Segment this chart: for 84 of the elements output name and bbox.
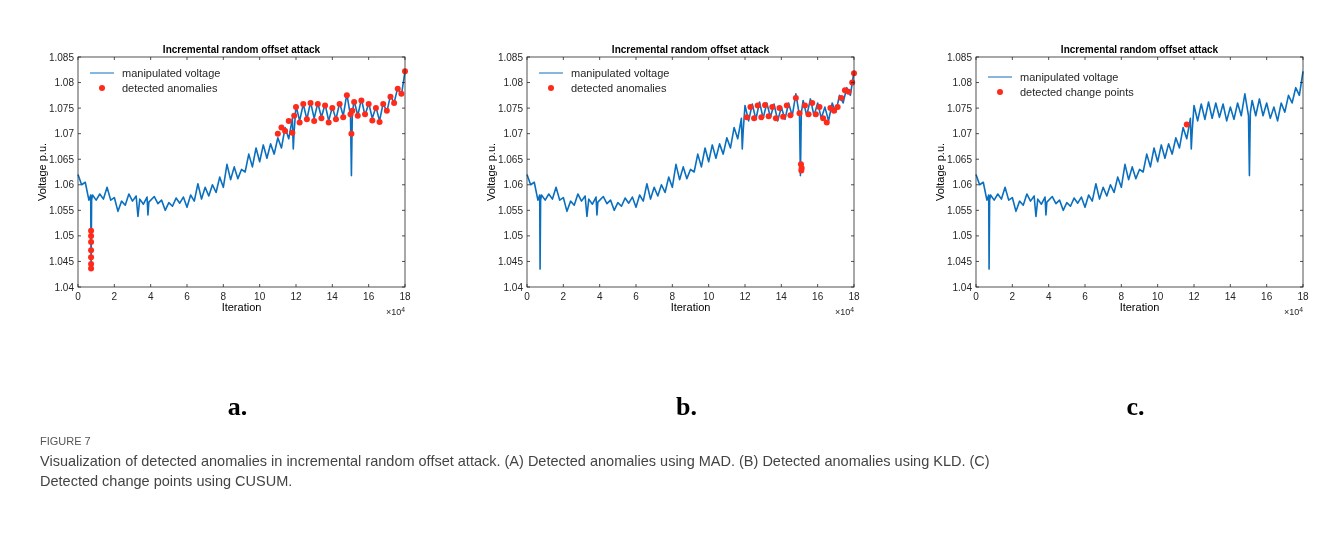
x-tick-label: 4: [1045, 291, 1052, 302]
y-axis-title: Voltage p.u.: [934, 142, 946, 202]
x-tick-label: 6: [633, 291, 640, 302]
y-tick-label: 1.06: [952, 179, 973, 191]
text: Detected change points using CUSUM.: [40, 473, 293, 489]
y-tick-label: 1.06: [54, 179, 75, 191]
chart-title: Incremental random offset attack: [611, 44, 770, 55]
y-tick-label: 1.085: [48, 51, 75, 63]
x-axis-title: Iteration: [670, 301, 711, 313]
y-tick-label: 1.085: [946, 51, 973, 63]
x-tick-label: 0: [75, 291, 82, 302]
y-tick-label: 1.065: [497, 153, 524, 165]
y-tick-label: 1.075: [497, 102, 524, 114]
x-tick-label: 16: [812, 291, 824, 302]
x-tick-label: 0: [973, 291, 980, 302]
text: b.: [676, 392, 697, 421]
y-tick-label: 1.045: [946, 255, 973, 267]
x-tick-label: 8: [220, 291, 227, 302]
x-tick-label: 10: [703, 291, 715, 302]
x-tick-label: 10: [1152, 291, 1164, 302]
x-tick-label: 6: [184, 291, 191, 302]
text: ×10$^{4}$: [385, 305, 406, 317]
y-axis-title: Voltage p.u.: [485, 142, 497, 202]
legend-label: detected anomalies: [122, 82, 218, 94]
y-tick-label: 1.05: [952, 230, 973, 242]
y-tick-label: 1.07: [952, 128, 973, 140]
x-axis-title: Iteration: [1119, 301, 1160, 313]
y-tick-label: 1.04: [54, 281, 75, 293]
y-tick-label: 1.08: [503, 77, 524, 89]
y-tick-label: 1.065: [48, 153, 75, 165]
x-tick-label: 4: [596, 291, 603, 302]
y-tick-label: 1.07: [503, 128, 524, 140]
x-tick-label: 8: [669, 291, 676, 302]
y-tick-label: 1.075: [48, 102, 75, 114]
x-tick-label: 6: [1082, 291, 1089, 302]
x-tick-label: 0: [524, 291, 531, 302]
y-axis-title: Voltage p.u.: [36, 142, 48, 202]
x-tick-label: 18: [399, 291, 411, 302]
text: ×10$^{4}$: [834, 305, 855, 317]
x-tick-label: 10: [254, 291, 266, 302]
x-tick-label: 18: [1297, 291, 1309, 302]
x-tick-label: 14: [326, 291, 339, 302]
chart-title: Incremental random offset attack: [1060, 44, 1219, 55]
x-tick-label: 2: [111, 291, 118, 302]
x-tick-label: 16: [1261, 291, 1273, 302]
x-tick-label: 12: [1188, 291, 1200, 302]
y-tick-label: 1.04: [503, 281, 524, 293]
y-tick-label: 1.055: [946, 204, 973, 216]
x-tick-label: 14: [775, 291, 788, 302]
caption: FIGURE 7: [40, 435, 91, 447]
y-tick-label: 1.08: [54, 77, 75, 89]
legend-label: manipulated voltage: [571, 67, 670, 79]
y-tick-label: 1.045: [48, 255, 75, 267]
text: ×10$^{4}$: [1283, 305, 1304, 317]
text: c.: [1126, 392, 1145, 421]
x-tick-label: 8: [1118, 291, 1125, 302]
x-tick-label: 2: [1009, 291, 1016, 302]
y-tick-label: 1.06: [503, 179, 524, 191]
y-tick-label: 1.05: [503, 230, 524, 242]
x-tick-label: 4: [147, 291, 154, 302]
y-tick-label: 1.04: [952, 281, 973, 293]
legend-label: manipulated voltage: [1020, 71, 1119, 83]
y-tick-label: 1.08: [952, 77, 973, 89]
text: Visualization of detected anomalies in incremental random offset attack. (A) Detected anomalies using MAD. (B) Detected anomalies using KLD. (C): [40, 453, 990, 469]
legend-label: detected anomalies: [571, 82, 667, 94]
y-tick-label: 1.055: [48, 204, 75, 216]
x-tick-label: 2: [560, 291, 567, 302]
y-tick-label: 1.05: [54, 230, 75, 242]
y-tick-label: 1.07: [54, 128, 75, 140]
y-tick-label: 1.045: [497, 255, 524, 267]
y-tick-label: 1.075: [946, 102, 973, 114]
legend-label: manipulated voltage: [122, 67, 221, 79]
x-tick-label: 16: [363, 291, 375, 302]
x-axis-title: Iteration: [221, 301, 262, 313]
text: a.: [227, 392, 248, 421]
x-tick-label: 12: [739, 291, 751, 302]
x-tick-label: 18: [848, 291, 860, 302]
x-tick-label: 12: [290, 291, 302, 302]
y-tick-label: 1.065: [946, 153, 973, 165]
y-tick-label: 1.085: [497, 51, 524, 63]
chart-title: Incremental random offset attack: [162, 44, 321, 55]
legend-label: detected change points: [1020, 86, 1135, 98]
x-tick-label: 14: [1224, 291, 1237, 302]
y-tick-label: 1.055: [497, 204, 524, 216]
